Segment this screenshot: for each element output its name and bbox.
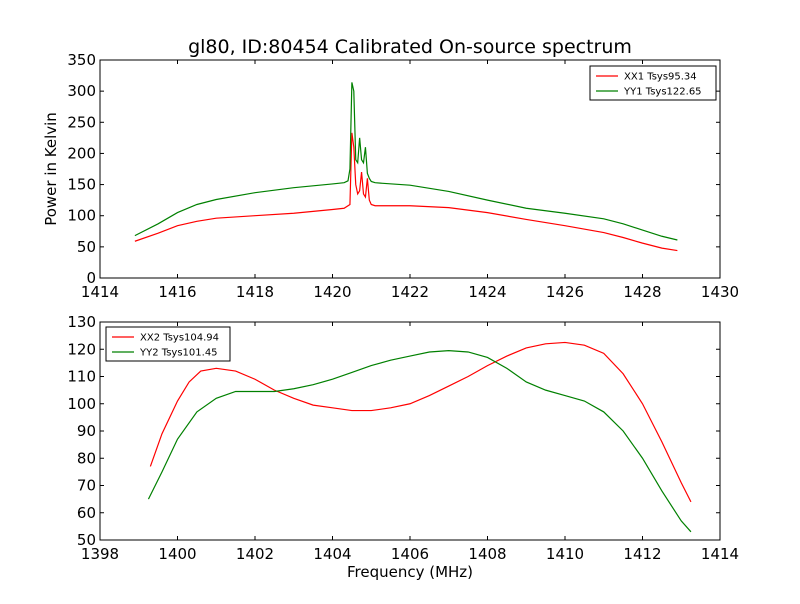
bottom-panel: 1398 1400 1402 1404 1406 1408 1410 1412 1414 50 60… bbox=[67, 313, 739, 581]
x-tick-label: 1424 bbox=[468, 283, 506, 301]
legend-label: XX2 Tsys104.94 bbox=[140, 333, 219, 344]
x-tick-label: 1430 bbox=[701, 283, 739, 301]
series-line-1 bbox=[134, 132, 678, 252]
legend-box bbox=[589, 65, 717, 101]
y-tick-label: 0 bbox=[86, 269, 96, 287]
x-tick-label: 1422 bbox=[391, 283, 429, 301]
x-tick-label: 1414 bbox=[81, 283, 119, 301]
y-tick-label: 350 bbox=[67, 51, 96, 69]
x-tick-label: 1404 bbox=[313, 545, 351, 563]
x-tick-label: 1398 bbox=[81, 545, 119, 563]
y-tick-label: 70 bbox=[77, 477, 96, 495]
x-tick-label: 1412 bbox=[623, 545, 661, 563]
x-tick-label: 1410 bbox=[546, 545, 584, 563]
series-line-1 bbox=[149, 341, 692, 503]
x-tick-label: 1418 bbox=[236, 283, 274, 301]
legend-box bbox=[105, 326, 231, 362]
y-tick-label: 60 bbox=[77, 504, 96, 522]
x-tick-label: 1406 bbox=[391, 545, 429, 563]
x-tick-label: 1426 bbox=[546, 283, 584, 301]
x-tick-label: 1414 bbox=[701, 545, 739, 563]
y-tick-label: 100 bbox=[67, 395, 96, 413]
y-tick-label: 300 bbox=[67, 82, 96, 100]
x-tick-label: 1420 bbox=[313, 283, 351, 301]
legend-label: XX1 Tsys95.34 bbox=[624, 72, 697, 83]
y-tick-label: 120 bbox=[67, 340, 96, 358]
y-tick-label: 250 bbox=[67, 113, 96, 131]
x-tick-label: 1400 bbox=[158, 545, 196, 563]
x-tick-label: 1402 bbox=[236, 545, 274, 563]
y-tick-label: 110 bbox=[67, 368, 96, 386]
y-tick-label: 50 bbox=[77, 531, 96, 549]
y-tick-label: 100 bbox=[67, 207, 96, 225]
top-panel: 1414 1416 1418 1420 1422 1424 1426 1428 1430 0 50 1… bbox=[42, 51, 739, 301]
legend-label: YY2 Tsys101.45 bbox=[139, 348, 218, 359]
y-tick-label: 90 bbox=[77, 422, 96, 440]
series-line-2 bbox=[134, 82, 678, 241]
y-tick-label: 200 bbox=[67, 144, 96, 162]
y-tick-label: 80 bbox=[77, 449, 96, 467]
x-tick-label: 1408 bbox=[468, 545, 506, 563]
y-tick-label: 130 bbox=[67, 313, 96, 331]
x-tick-label: 1428 bbox=[623, 283, 661, 301]
y-axis-label: Power in Kelvin bbox=[42, 112, 60, 226]
y-tick-label: 50 bbox=[77, 238, 96, 256]
x-axis-label: Frequency (MHz) bbox=[347, 563, 473, 581]
x-tick-label: 1416 bbox=[158, 283, 196, 301]
series-line-2 bbox=[147, 350, 692, 533]
legend-label: YY1 Tsys122.65 bbox=[623, 87, 702, 98]
y-tick-label: 150 bbox=[67, 176, 96, 194]
chart-title: gl80, ID:80454 Calibrated On-source spec… bbox=[188, 36, 632, 58]
